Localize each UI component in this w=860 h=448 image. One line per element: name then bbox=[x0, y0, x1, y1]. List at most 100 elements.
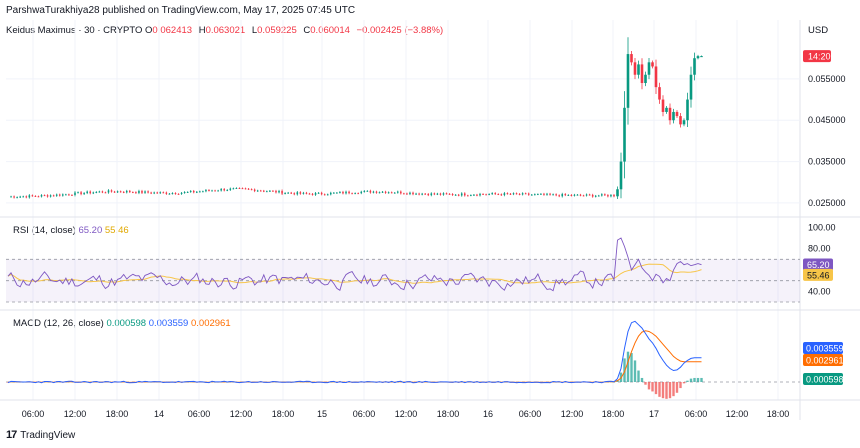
macd-hist-bar bbox=[640, 377, 644, 382]
candle-body bbox=[675, 111, 679, 117]
candle-body bbox=[696, 56, 700, 59]
candle-body bbox=[644, 74, 647, 84]
candle-body bbox=[317, 192, 320, 194]
macd-value: 0.000598 bbox=[106, 318, 147, 329]
ohlc-legend: Keidus Maximus · 30 · CRYPTO O0.062413 H… bbox=[6, 25, 447, 36]
macd-hist-bar bbox=[672, 382, 675, 397]
axes: 0.055000 0.045000 0.035000 0.025000 14:20 100… bbox=[22, 50, 846, 419]
time-tick-label: 12:00 bbox=[395, 409, 418, 419]
candle-body bbox=[168, 193, 171, 195]
candle-body bbox=[369, 190, 372, 193]
candle-body bbox=[339, 191, 341, 193]
macd-hist-bar bbox=[679, 382, 682, 389]
time-tick-label: 16 bbox=[483, 409, 493, 419]
candle-body bbox=[208, 189, 210, 191]
macd-hist-bar bbox=[686, 380, 689, 382]
change-value: −0.002425 (−3.88%) bbox=[356, 25, 444, 36]
high-value: 0.063021 bbox=[205, 25, 246, 36]
candle-body bbox=[34, 195, 37, 197]
candle-body bbox=[156, 192, 159, 194]
candle-body bbox=[424, 193, 426, 195]
time-tick-label: 12:00 bbox=[726, 409, 749, 419]
macd-hist-bar bbox=[661, 382, 665, 399]
candle-body bbox=[619, 161, 623, 190]
brand-label: TradingView bbox=[20, 429, 76, 441]
candle-body bbox=[672, 111, 675, 121]
symbol-label: Keidus Maximus · 30 · CRYPTO bbox=[6, 25, 143, 36]
candle-body bbox=[58, 194, 61, 196]
candle-body bbox=[564, 194, 567, 196]
candle-body bbox=[314, 193, 317, 195]
candle-body bbox=[37, 196, 40, 198]
candle-body bbox=[293, 193, 296, 195]
candle-body bbox=[244, 188, 247, 190]
candle-body bbox=[86, 191, 88, 194]
candle-body bbox=[591, 194, 594, 197]
candle-body bbox=[174, 193, 177, 195]
candle-body bbox=[129, 190, 131, 193]
candle-body bbox=[372, 191, 375, 193]
candle-body bbox=[205, 189, 207, 192]
candle-body bbox=[104, 192, 107, 194]
candle-body bbox=[616, 189, 619, 197]
rsi-tag bbox=[803, 258, 833, 271]
price-tick-label: 0.025000 bbox=[808, 198, 846, 208]
candle-body bbox=[135, 192, 137, 194]
candle-body bbox=[329, 192, 332, 195]
candle-body bbox=[83, 193, 85, 195]
candle-body bbox=[530, 194, 533, 196]
candle-body bbox=[180, 192, 183, 194]
candle-body bbox=[351, 193, 353, 195]
time-tick-label: 12:00 bbox=[64, 409, 87, 419]
macd-hist-bar bbox=[654, 382, 658, 395]
candle-body bbox=[381, 191, 384, 193]
candle-body bbox=[460, 193, 463, 196]
macd-pane bbox=[6, 320, 800, 399]
candle-body bbox=[345, 191, 347, 194]
macd-hist-bar bbox=[665, 382, 668, 399]
candle-body bbox=[162, 192, 165, 194]
low-value: 0.059225 bbox=[257, 25, 297, 36]
candle-body bbox=[55, 194, 58, 196]
candle-body bbox=[28, 195, 31, 198]
rsi-tick-label: 80.00 bbox=[808, 244, 831, 254]
macd-hist-bar bbox=[668, 382, 672, 399]
candle-body bbox=[540, 193, 542, 195]
candle-body bbox=[485, 194, 487, 196]
rsi-value: 65.20 bbox=[78, 225, 103, 236]
price-tag bbox=[803, 50, 831, 63]
candle-body bbox=[110, 190, 113, 192]
macd-hist-bar bbox=[630, 353, 633, 382]
candle-body bbox=[442, 193, 445, 195]
candle-body bbox=[299, 192, 302, 194]
macd-signal-line bbox=[7, 330, 702, 383]
candle-body bbox=[597, 195, 600, 197]
macd-tag-label: 0.003559 bbox=[806, 344, 844, 354]
candle-body bbox=[658, 87, 661, 100]
macd-hist-bar bbox=[689, 378, 693, 382]
candle-body bbox=[101, 191, 104, 193]
candle-body bbox=[430, 193, 433, 196]
candle-body bbox=[427, 194, 430, 196]
candle-body bbox=[479, 193, 481, 196]
candle-body bbox=[491, 193, 493, 195]
time-tick-label: 06:00 bbox=[519, 409, 542, 419]
rsi-tag-label: 65.20 bbox=[807, 260, 830, 270]
candle-body bbox=[74, 192, 76, 195]
candle-body bbox=[226, 189, 229, 191]
candle-body bbox=[326, 194, 329, 196]
candle-body bbox=[266, 191, 268, 193]
candle-body bbox=[558, 195, 560, 197]
candle-body bbox=[549, 193, 551, 195]
candle-body bbox=[387, 192, 390, 194]
candle-body bbox=[665, 107, 668, 112]
candle-body bbox=[348, 191, 350, 194]
candle-body bbox=[396, 191, 399, 193]
candle-body bbox=[320, 192, 323, 195]
signal-value: 0.003559 bbox=[148, 318, 189, 329]
candle-body bbox=[125, 190, 128, 193]
candle-body bbox=[524, 193, 527, 195]
candle-body bbox=[43, 195, 46, 197]
candle-body bbox=[448, 193, 451, 195]
